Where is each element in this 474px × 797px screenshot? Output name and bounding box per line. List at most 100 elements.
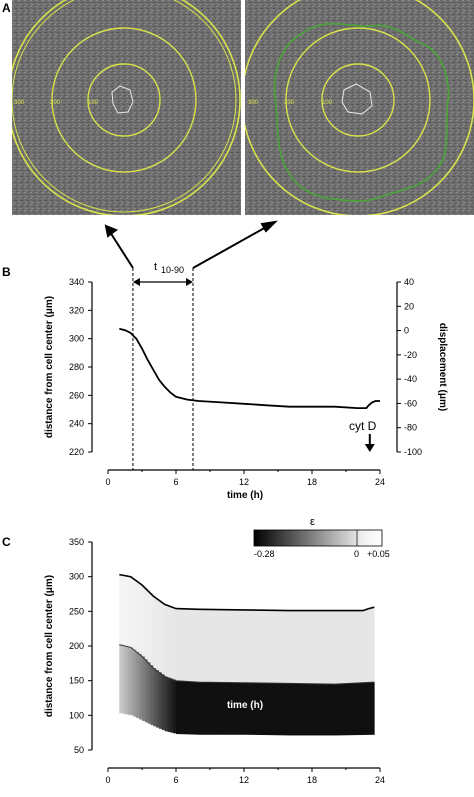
- series-line: [119, 327, 380, 409]
- x-tick-label: 12: [239, 477, 249, 487]
- heat-cell-lower: [142, 656, 146, 721]
- heat-cell-upper: [263, 610, 267, 684]
- y2-tick-label: -80: [404, 423, 417, 433]
- y-tick-label: 100: [69, 710, 84, 720]
- heat-cell-lower: [204, 682, 208, 735]
- heat-cell-upper: [312, 610, 316, 684]
- colorbar: ε -0.28 0 +0.05: [253, 516, 390, 559]
- outer-boundary-line: [119, 573, 375, 612]
- heat-cell-lower: [371, 682, 375, 735]
- x-axis-label: time (h): [227, 490, 263, 501]
- heat-cell-lower: [238, 682, 242, 735]
- heat-cell-lower: [232, 682, 236, 735]
- heat-cell-upper: [119, 574, 123, 645]
- heat-cell-upper: [283, 610, 287, 684]
- heat-cell-upper: [181, 608, 185, 682]
- y-tick-label: 340: [69, 277, 84, 287]
- t1090-label: t: [154, 261, 157, 273]
- heat-cell-lower: [255, 682, 259, 735]
- heat-cell-lower: [263, 683, 267, 736]
- heat-cell-lower: [314, 683, 318, 736]
- contour-right: [273, 22, 450, 202]
- heat-cell-upper: [272, 610, 276, 684]
- heat-cell-lower: [159, 672, 163, 729]
- heat-cell-upper: [286, 610, 290, 684]
- heat-cell-upper: [320, 610, 324, 684]
- heat-cell-lower: [258, 682, 262, 735]
- y2-tick-label: 0: [404, 326, 409, 336]
- heat-cell-upper: [193, 609, 197, 682]
- colorbar-min-label: -0.28: [254, 549, 275, 559]
- micrograph-right: [245, 0, 474, 215]
- ring-300b-left: [12, 0, 237, 213]
- heat-cell-upper: [153, 596, 157, 669]
- heat-cell-upper: [346, 610, 350, 684]
- heat-cell-upper: [329, 610, 333, 685]
- heat-cell-lower: [343, 683, 347, 736]
- heat-cell-lower: [365, 682, 369, 735]
- heat-cell-upper: [210, 609, 214, 683]
- panel-b-label: B: [2, 265, 11, 279]
- heat-cell-lower: [133, 649, 137, 717]
- heat-cell-lower: [295, 683, 299, 736]
- heat-cell-upper: [244, 609, 248, 683]
- heat-cell-upper: [161, 602, 165, 675]
- heat-cell-lower: [329, 684, 333, 736]
- heat-cell-lower: [193, 681, 197, 735]
- heat-cell-upper: [351, 610, 355, 684]
- heat-cell-upper: [275, 610, 279, 684]
- heat-cell-lower: [218, 682, 222, 735]
- y-tick-label: 200: [69, 641, 84, 651]
- heat-cell-lower: [181, 681, 185, 735]
- x-tick-label: 6: [173, 775, 178, 785]
- heat-cell-lower: [201, 682, 205, 735]
- ring-label-right-300: 300: [248, 100, 259, 106]
- heat-cell-upper: [297, 610, 301, 684]
- heat-cell-upper: [184, 608, 188, 682]
- heat-cell-upper: [266, 610, 270, 684]
- heat-cell-lower: [235, 682, 239, 735]
- heat-cell-lower: [176, 680, 180, 735]
- heat-cell-upper: [130, 576, 134, 648]
- y-tick-label: 240: [69, 419, 84, 429]
- heat-cell-lower: [275, 683, 279, 736]
- y-tick-label: 250: [69, 606, 84, 616]
- heat-cell-lower: [272, 683, 276, 736]
- heat-cell-upper: [289, 610, 293, 684]
- arrow-head-left: [104, 224, 119, 238]
- y2-tick-label: 40: [404, 277, 414, 287]
- ring-200-right: [285, 27, 431, 173]
- y-tick-label: 280: [69, 362, 84, 372]
- heat-cell-lower: [269, 683, 273, 736]
- heat-cell-lower: [229, 682, 233, 735]
- heat-cell-lower: [337, 683, 341, 736]
- t1090-arrow-right: [186, 278, 193, 286]
- x-axis-label: time (h): [227, 700, 263, 711]
- heat-cell-upper: [314, 610, 318, 684]
- heat-cell-lower: [334, 684, 338, 736]
- colorbar-max-label: +0.05: [367, 549, 390, 559]
- heat-cell-upper: [198, 609, 202, 683]
- heat-cell-lower: [340, 683, 344, 736]
- heat-cell-lower: [331, 684, 335, 736]
- ring-label-left-300: 300: [14, 100, 25, 106]
- colorbar-gradient: [253, 529, 383, 547]
- heat-cell-upper: [224, 609, 228, 683]
- heat-cell-upper: [246, 609, 250, 683]
- y-tick-label: 260: [69, 390, 84, 400]
- heat-cell-upper: [300, 610, 304, 684]
- y2-axis-label: displacement (μm): [437, 323, 448, 411]
- arrow-head-right: [260, 220, 278, 233]
- t1090-subscript: 10-90: [161, 265, 184, 275]
- heat-cell-upper: [261, 610, 265, 684]
- heat-cell-upper: [269, 610, 273, 684]
- heat-cell-lower: [244, 682, 248, 735]
- heat-cell-lower: [266, 683, 270, 736]
- x-tick-label: 6: [173, 477, 178, 487]
- heat-cell-upper: [173, 607, 177, 680]
- y-tick-label: 150: [69, 676, 84, 686]
- heat-cell-lower: [150, 665, 154, 726]
- heat-cell-lower: [348, 683, 352, 736]
- x-tick-label: 0: [105, 477, 110, 487]
